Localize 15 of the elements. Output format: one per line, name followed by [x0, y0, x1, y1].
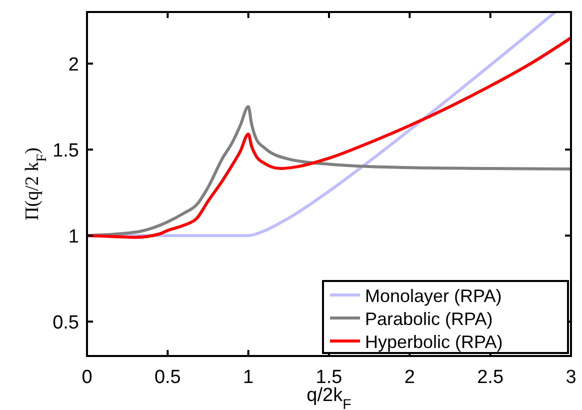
y-tick-label: 1 — [68, 226, 79, 248]
x-tick-label: 1.5 — [316, 367, 342, 388]
legend-label: Parabolic (RPA) — [365, 309, 493, 329]
legend-label: Hyperbolic (RPA) — [365, 332, 503, 352]
x-tick-label: 3 — [566, 367, 576, 388]
y-tick-label: 0.5 — [52, 312, 79, 334]
y-tick-label: 2 — [68, 54, 79, 76]
x-axis-title: q/2k$_{F}$ — [306, 385, 352, 410]
x-tick-label: 0.5 — [154, 367, 181, 388]
legend-label: Monolayer (RPA) — [365, 286, 502, 306]
y-tick-label: 1.5 — [52, 140, 79, 162]
x-tick-label: 0 — [82, 367, 92, 388]
x-tick-label: 1 — [243, 367, 254, 388]
x-tick-label: 2 — [404, 367, 415, 388]
x-tick-label: 2.5 — [477, 367, 504, 388]
